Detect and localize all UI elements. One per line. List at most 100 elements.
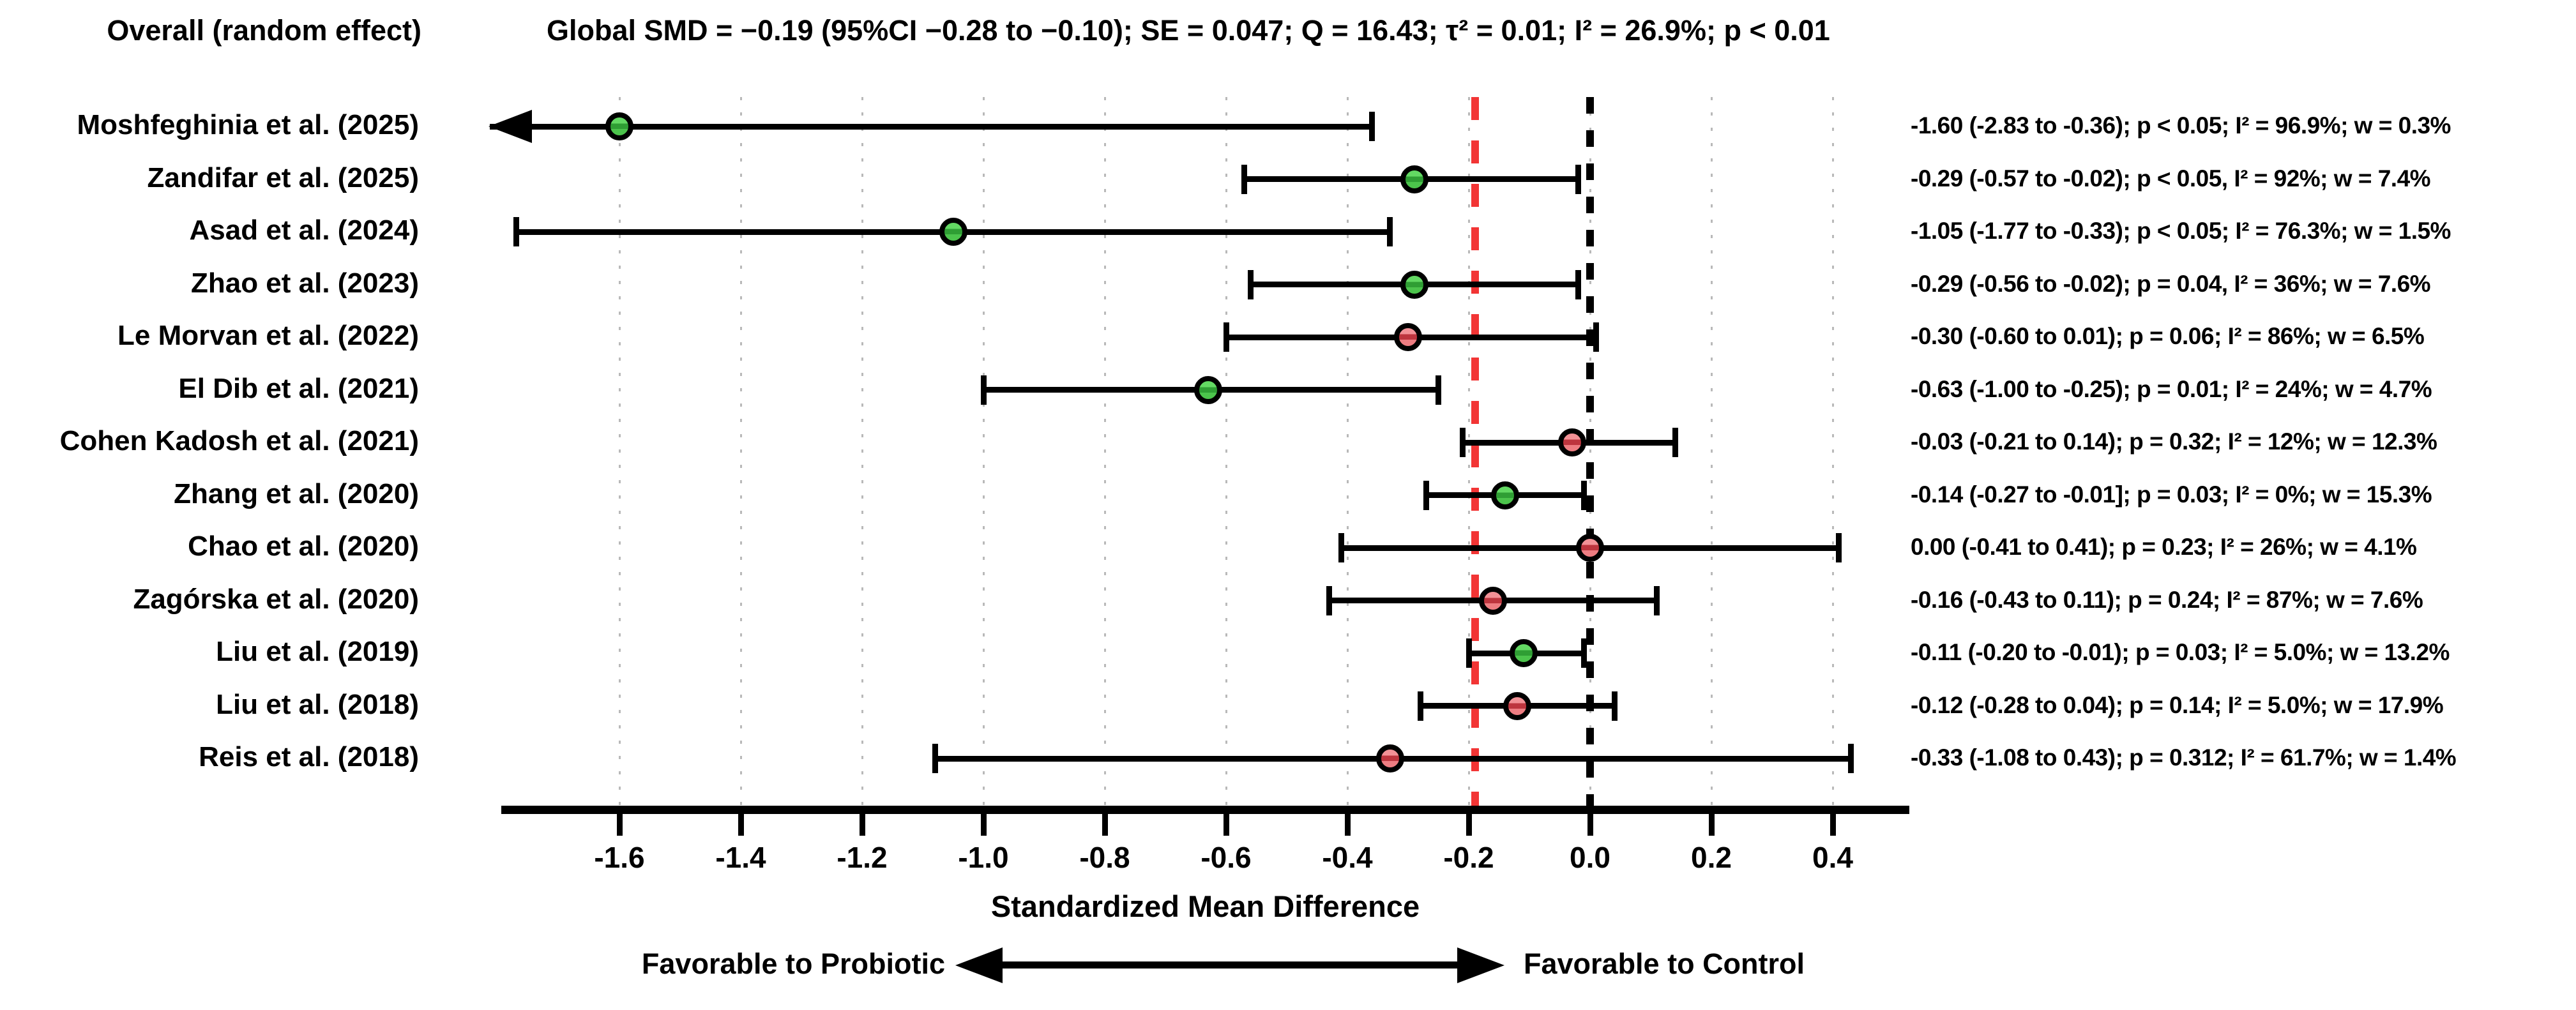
gridline	[740, 97, 742, 806]
ci-cap-low	[513, 217, 519, 246]
study-label: Asad et al. (2024)	[189, 215, 420, 246]
study-label: Zandifar et al. (2025)	[147, 162, 419, 193]
effect-marker-red	[1375, 744, 1404, 773]
x-tick-label: -0.6	[1201, 841, 1252, 874]
null-effect-refline	[1586, 97, 1594, 806]
ci-cap-low	[1247, 269, 1254, 299]
effect-marker-red	[1576, 534, 1604, 562]
ci-cap-high	[1575, 164, 1581, 194]
study-stats: -0.12 (-0.28 to 0.04); p = 0.14; I² = 5.…	[1911, 691, 2444, 718]
study-stats: 0.00 (-0.41 to 0.41); p = 0.23; I² = 26%…	[1911, 534, 2417, 560]
study-stats: -0.16 (-0.43 to 0.11); p = 0.24; I² = 87…	[1911, 586, 2423, 613]
effect-marker-green	[1491, 481, 1519, 509]
effect-marker-red	[1479, 586, 1507, 615]
study-stats: -0.14 (-0.27 to -0.01]; p = 0.03; I² = 0…	[1911, 481, 2432, 508]
study-stats: -0.33 (-1.08 to 0.43); p = 0.312; I² = 6…	[1911, 744, 2457, 771]
study-stats: -0.29 (-0.56 to -0.02); p = 0.04, I² = 3…	[1911, 270, 2431, 297]
global-stats-title: Global SMD = −0.19 (95%CI −0.28 to −0.10…	[547, 14, 1830, 47]
effect-marker-red	[1394, 323, 1422, 351]
x-tick-label: -0.8	[1079, 841, 1130, 874]
ci-cap-high	[1581, 480, 1587, 510]
gridline	[1225, 97, 1227, 806]
x-axis-tick	[1102, 813, 1108, 836]
study-stats: -1.05 (-1.77 to -0.33); p < 0.05; I² = 7…	[1911, 218, 2451, 244]
favorable-probiotic-label: Favorable to Probiotic	[641, 947, 945, 980]
x-axis-tick	[1587, 813, 1593, 836]
x-axis-tick	[1466, 813, 1472, 836]
ci-cap-high	[1387, 217, 1393, 246]
ci-cap-high	[1593, 322, 1599, 352]
x-axis-tick	[1830, 813, 1836, 836]
study-label: Liu et al. (2018)	[216, 688, 419, 720]
effect-marker-green	[1400, 270, 1428, 299]
ci-cap-low	[1223, 322, 1229, 352]
x-axis-tick	[1224, 813, 1229, 836]
ci-cap-high	[1581, 638, 1587, 668]
study-stats: -0.11 (-0.20 to -0.01); p = 0.03; I² = 5…	[1911, 639, 2450, 665]
ci-cap-high	[1368, 112, 1375, 141]
study-label: Zhang et al. (2020)	[174, 478, 419, 509]
study-label: Le Morvan et al. (2022)	[117, 320, 419, 351]
ci-cap-high	[1575, 269, 1581, 299]
x-tick-label: -1.4	[715, 841, 766, 874]
study-stats: -0.30 (-0.60 to 0.01); p = 0.06; I² = 86…	[1911, 323, 2425, 349]
x-axis-tick	[860, 813, 865, 836]
gridline	[1104, 97, 1106, 806]
ci-clipped-left-arrow-icon	[489, 110, 532, 143]
x-axis-tick	[738, 813, 744, 836]
x-tick-label: 0.0	[1570, 841, 1610, 874]
x-axis-tick	[1345, 813, 1351, 836]
x-tick-label: -1.6	[594, 841, 645, 874]
x-axis-tick	[981, 813, 987, 836]
study-label: Zhao et al. (2023)	[190, 267, 419, 299]
study-label: El Dib et al. (2021)	[178, 372, 419, 404]
ci-cap-high	[1654, 585, 1660, 615]
study-label: Zagórska et al. (2020)	[133, 583, 419, 615]
gridline	[983, 97, 985, 806]
ci-cap-low	[1417, 691, 1423, 721]
study-stats: -1.60 (-2.83 to -0.36); p < 0.05; I² = 9…	[1911, 112, 2451, 139]
x-tick-label: 0.4	[1812, 841, 1853, 874]
left-arrowhead-icon	[955, 947, 1003, 983]
effect-marker-red	[1503, 691, 1531, 720]
study-label: Cohen Kadosh et al. (2021)	[59, 425, 419, 456]
x-axis-tick	[1709, 813, 1715, 836]
ci-cap-high	[1436, 375, 1441, 405]
effect-marker-green	[605, 112, 633, 140]
x-axis-tick	[617, 813, 623, 836]
ci-line	[490, 123, 1372, 130]
effect-marker-green	[1509, 639, 1538, 667]
ci-cap-high	[1836, 533, 1842, 562]
study-label: Reis et al. (2018)	[199, 741, 419, 773]
ci-cap-low	[1326, 585, 1332, 615]
x-tick-label: 0.2	[1691, 841, 1732, 874]
study-label: Chao et al. (2020)	[188, 531, 419, 562]
gridline	[1711, 97, 1713, 806]
gridline	[1468, 97, 1470, 806]
ci-cap-high	[1611, 691, 1618, 721]
x-tick-label: -1.0	[958, 841, 1009, 874]
gridline	[619, 97, 621, 806]
x-axis-line	[501, 806, 1909, 814]
gridline	[861, 97, 863, 806]
gridline	[1832, 97, 1834, 806]
right-arrowhead-icon	[1457, 947, 1504, 983]
ci-cap-low	[1466, 638, 1472, 668]
ci-cap-low	[980, 375, 987, 405]
x-tick-label: -0.2	[1443, 841, 1494, 874]
x-tick-label: -1.2	[837, 841, 888, 874]
ci-cap-low	[932, 744, 938, 773]
ci-cap-high	[1672, 428, 1678, 457]
direction-arrow-shaft	[997, 961, 1462, 969]
effect-marker-red	[1557, 428, 1586, 456]
x-axis-title: Standardized Mean Difference	[990, 889, 1420, 923]
ci-cap-low	[1241, 164, 1247, 194]
x-tick-label: -0.4	[1322, 841, 1373, 874]
study-stats: -0.03 (-0.21 to 0.14); p = 0.32; I² = 12…	[1911, 428, 2437, 455]
effect-marker-green	[1193, 375, 1222, 404]
effect-marker-green	[939, 218, 967, 246]
ci-cap-low	[1423, 480, 1429, 510]
gridline	[1347, 97, 1349, 806]
overall-effect-label: Overall (random effect)	[107, 14, 421, 47]
